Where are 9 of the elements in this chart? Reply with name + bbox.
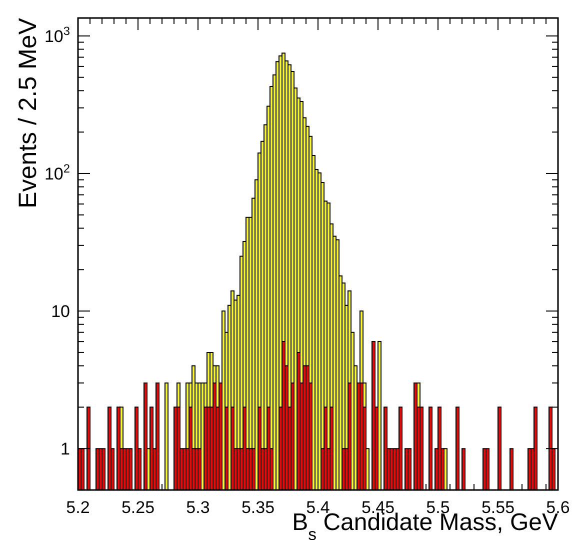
y-axis-title: Events / 2.5 MeV: [14, 18, 42, 208]
x-tick-label: 5.35: [241, 498, 275, 517]
x-tick-label: 5.3: [186, 498, 210, 517]
y-tick-label: 10$^{2}$: [44, 161, 70, 184]
y-tick-label: 10$^{3}$: [44, 24, 70, 46]
y-tick-label: 1: [60, 440, 70, 459]
x-tick-label: 5.2: [66, 498, 90, 517]
y-tick-label: 10: [51, 302, 70, 322]
x-tick-label: 5.25: [121, 498, 155, 517]
